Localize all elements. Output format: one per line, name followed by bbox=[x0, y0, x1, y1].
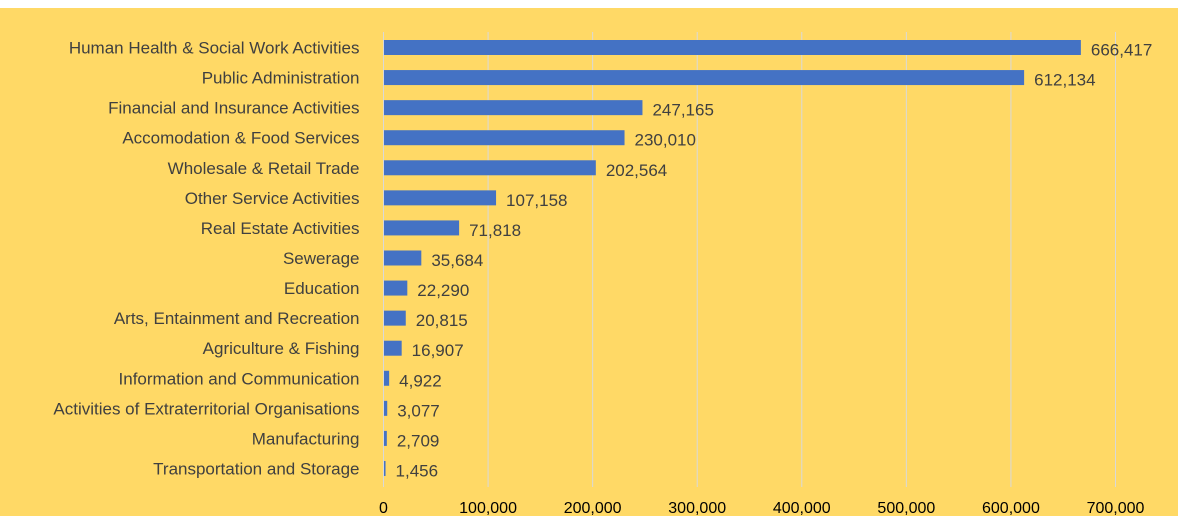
data-labels: 666,417 612,134 247,165 230,010 202,564 107,1… bbox=[396, 41, 1153, 481]
category-label: Financial and Insurance Activities bbox=[108, 99, 359, 118]
data-label: 666,417 bbox=[1091, 41, 1152, 60]
bar bbox=[384, 70, 1025, 86]
category-label: Public Administration bbox=[202, 69, 360, 88]
bar bbox=[384, 220, 460, 236]
data-label: 247,165 bbox=[652, 101, 713, 120]
bars bbox=[384, 40, 1081, 476]
category-label: Transportation and Storage bbox=[153, 459, 359, 478]
category-label: Activities of Extraterritorial Organisat… bbox=[53, 399, 359, 418]
category-label: Agriculture & Fishing bbox=[203, 339, 360, 358]
bar bbox=[384, 460, 386, 476]
x-tick-label: 700,000 bbox=[1087, 500, 1145, 517]
data-label: 71,818 bbox=[469, 221, 521, 240]
category-label: Sewerage bbox=[283, 249, 360, 268]
data-label: 4,922 bbox=[399, 371, 442, 390]
bar bbox=[384, 310, 406, 326]
plot-background bbox=[0, 8, 1178, 516]
bar bbox=[384, 100, 643, 116]
category-labels: Human Health & Social Work Activities Pub… bbox=[53, 39, 359, 479]
bar bbox=[384, 250, 422, 266]
x-tick-label: 200,000 bbox=[564, 500, 622, 517]
x-tick-label: 600,000 bbox=[982, 500, 1040, 517]
x-tick-label: 0 bbox=[379, 500, 388, 517]
category-label: Real Estate Activities bbox=[201, 219, 360, 238]
bar bbox=[384, 340, 402, 356]
x-tick-label: 300,000 bbox=[668, 500, 726, 517]
x-tick-label: 400,000 bbox=[773, 500, 831, 517]
data-label: 35,684 bbox=[431, 251, 483, 270]
bar bbox=[384, 370, 390, 386]
data-label: 612,134 bbox=[1034, 71, 1095, 90]
bar bbox=[384, 280, 408, 296]
data-label: 16,907 bbox=[412, 341, 464, 360]
bar bbox=[384, 430, 387, 446]
category-label: Other Service Activities bbox=[185, 189, 360, 208]
category-label: Wholesale & Retail Trade bbox=[168, 159, 360, 178]
data-label: 2,709 bbox=[397, 431, 440, 450]
category-label: Accomodation & Food Services bbox=[122, 129, 359, 148]
data-label: 20,815 bbox=[416, 311, 468, 330]
category-label: Information and Communication bbox=[119, 369, 360, 388]
bar bbox=[384, 160, 596, 176]
category-label: Education bbox=[284, 279, 360, 298]
bar bbox=[384, 400, 388, 416]
x-tick-label: 500,000 bbox=[877, 500, 935, 517]
bar bbox=[384, 190, 497, 206]
category-label: Human Health & Social Work Activities bbox=[69, 39, 360, 58]
data-label: 22,290 bbox=[417, 281, 469, 300]
category-label: Manufacturing bbox=[252, 429, 360, 448]
data-label: 1,456 bbox=[396, 461, 439, 480]
bar bbox=[384, 40, 1081, 55]
data-label: 107,158 bbox=[506, 191, 567, 210]
data-label: 3,077 bbox=[397, 401, 440, 420]
data-label: 230,010 bbox=[635, 131, 696, 150]
bar bbox=[384, 130, 625, 146]
x-tick-label: 100,000 bbox=[459, 500, 517, 517]
data-label: 202,564 bbox=[606, 161, 667, 180]
x-axis-tick-labels: 0 100,000 200,000 300,000 400,000 500,000 600,… bbox=[379, 500, 1144, 517]
category-label: Arts, Entainment and Recreation bbox=[114, 309, 360, 328]
